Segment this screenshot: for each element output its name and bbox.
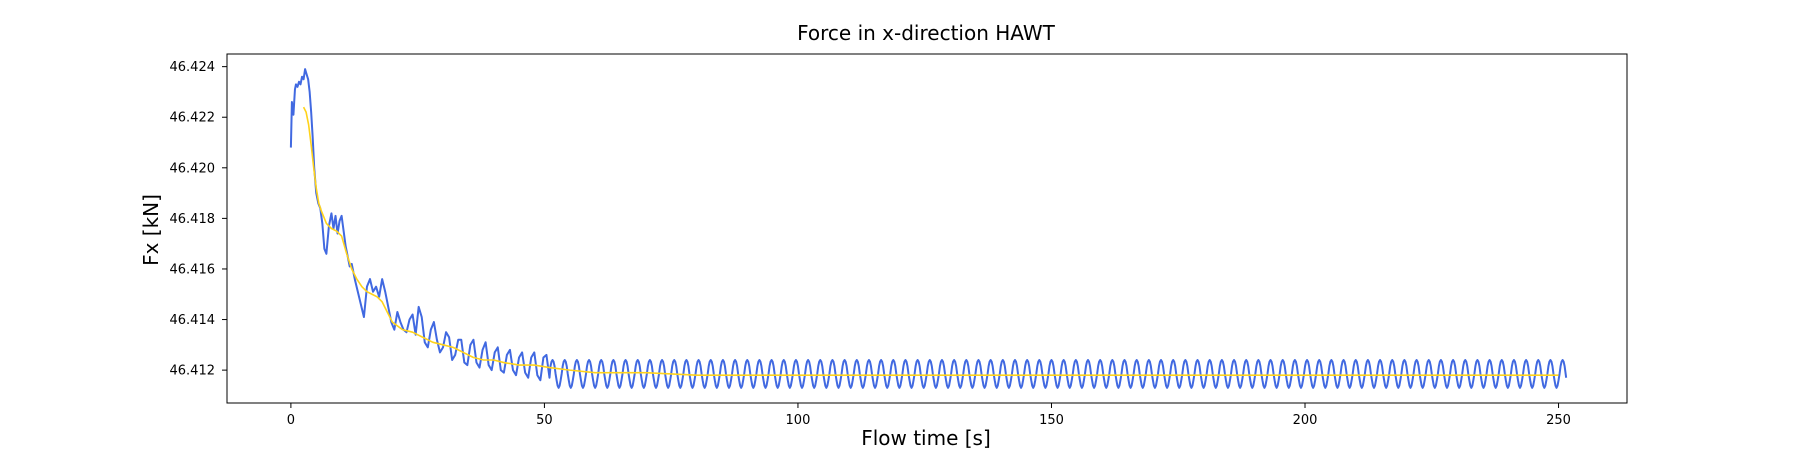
plot-frame [226,53,1628,404]
x-axis-label: Flow time [s] [861,426,991,450]
y-tick-label: 46.416 [170,262,216,277]
y-tick-label: 46.418 [170,212,216,227]
y-tick-label: 46.422 [170,111,216,126]
y-axis-ticks: 46.412 46.414 46.416 46.418 46.420 46.422 46.4… [170,60,227,379]
y-tick-label: 46.412 [170,364,216,379]
chart-title: Force in x-direction HAWT [797,21,1056,45]
x-tick-label: 100 [786,413,811,428]
x-tick-label: 200 [1293,413,1318,428]
series-group [289,68,1568,389]
y-tick-label: 46.420 [170,161,216,176]
x-tick-label: 50 [536,413,553,428]
x-axis-ticks: 0 50 100 150 200 250 [287,403,1571,428]
y-tick-label: 46.414 [170,313,216,328]
x-tick-label: 0 [287,413,295,428]
series-line-smoothed [302,106,1559,376]
y-tick-label: 46.424 [170,60,216,75]
series-line-raw [289,68,1568,389]
x-tick-label: 250 [1546,413,1571,428]
x-tick-label: 150 [1039,413,1064,428]
y-axis-label: Fx [kN] [139,194,163,266]
